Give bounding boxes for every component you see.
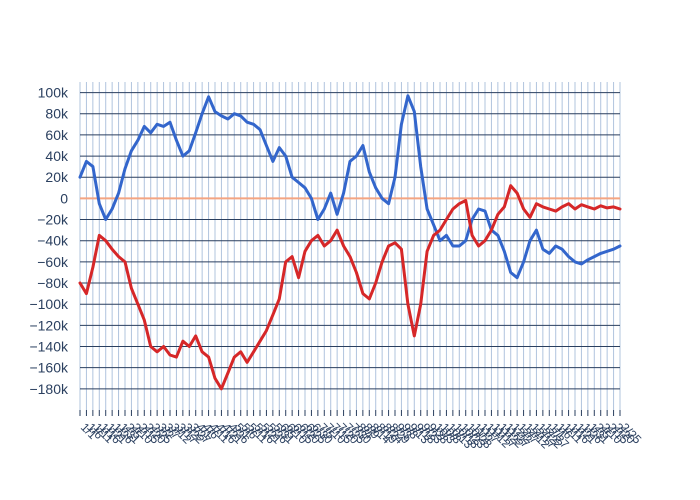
y-tick-label: 100k [38, 85, 69, 101]
y-axis-tick-labels: 100k 80k 60k 40k 20k 0 −20k −40k −60k −80k −100k −1… [29, 85, 69, 397]
y-tick-label: −160k [29, 360, 69, 376]
y-tick-label: 60k [45, 127, 69, 143]
y-tick-label: −100k [29, 296, 69, 312]
y-tick-label: 40k [45, 148, 69, 164]
x-axis-tick-labels: 1/11/61/111/161/211/261/312/52/102/152/2… [78, 410, 645, 452]
series-line-2 [78, 184, 622, 391]
y-tick-label: 80k [45, 106, 69, 122]
y-tick-label: −120k [29, 317, 69, 333]
y-tick-label: −80k [37, 275, 69, 291]
series-layer [78, 94, 622, 391]
y-tick-label: −40k [37, 233, 69, 249]
y-tick-label: −140k [29, 339, 69, 355]
y-tick-label: 20k [45, 169, 69, 185]
y-tick-label: −20k [37, 212, 69, 228]
series-line-1 [78, 94, 622, 280]
y-tick-label: 0 [60, 190, 68, 206]
vertical-gridlines [79, 82, 621, 410]
y-tick-label: −60k [37, 254, 69, 270]
y-tick-label: −180k [29, 381, 69, 397]
